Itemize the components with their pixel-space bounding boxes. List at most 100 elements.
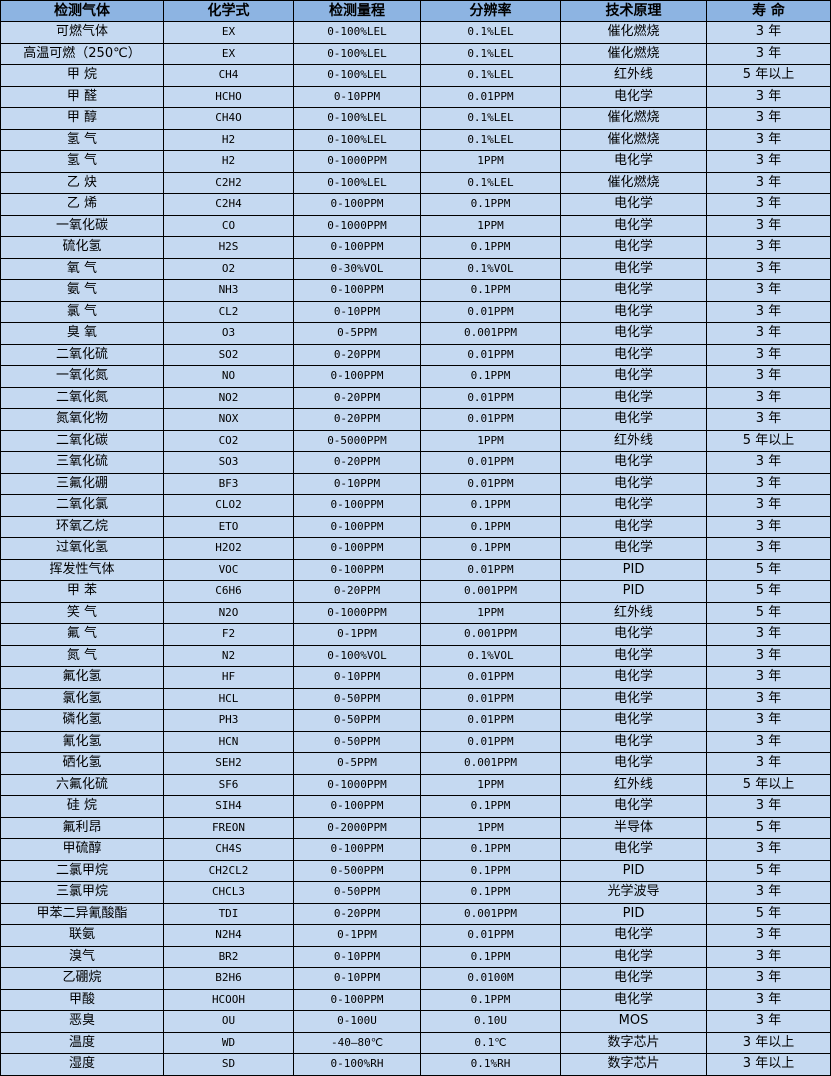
cell-formula: C6H6 (163, 580, 294, 603)
table-row: 二氧化氮 NO2 0-20PPM 0.01PPM 电化学 3 年 (0, 386, 831, 409)
cell-resolution: 0.01PPM (420, 924, 561, 947)
table-row: 甲 醇 CH4O 0-100%LEL 0.1%LEL 催化燃烧 3 年 (0, 107, 831, 130)
cell-resolution: 0.10U (420, 1010, 561, 1033)
table-row: 臭 氧 O3 0-5PPM 0.001PPM 电化学 3 年 (0, 322, 831, 345)
cell-range: 0-100%LEL (293, 128, 421, 151)
cell-gas-name: 氰化氢 (0, 730, 164, 753)
cell-gas-name: 三氟化硼 (0, 472, 164, 495)
table-row: 甲 烷 CH4 0-100%LEL 0.1%LEL 红外线 5 年以上 (0, 64, 831, 87)
cell-resolution: 1PPM (420, 601, 561, 624)
cell-gas-name: 磷化氢 (0, 709, 164, 732)
cell-gas-name: 甲酸 (0, 988, 164, 1011)
cell-gas-name: 乙硼烷 (0, 967, 164, 990)
cell-formula: NO2 (163, 386, 294, 409)
cell-principle: 电化学 (560, 365, 707, 388)
cell-range: 0-50PPM (293, 730, 421, 753)
cell-lifespan: 5 年以上 (706, 429, 831, 452)
cell-range: 0-500PPM (293, 859, 421, 882)
cell-gas-name: 硫化氢 (0, 236, 164, 259)
cell-formula: F2 (163, 623, 294, 646)
cell-formula: C2H4 (163, 193, 294, 216)
table-row: 六氟化硫 SF6 0-1000PPM 1PPM 红外线 5 年以上 (0, 773, 831, 796)
cell-range: 0-20PPM (293, 386, 421, 409)
cell-lifespan: 3 年 (706, 42, 831, 65)
cell-lifespan: 3 年 (706, 300, 831, 323)
table-row: 氢 气 H2 0-100%LEL 0.1%LEL 催化燃烧 3 年 (0, 128, 831, 151)
cell-principle: 电化学 (560, 451, 707, 474)
cell-formula: CO2 (163, 429, 294, 452)
cell-principle: 半导体 (560, 816, 707, 839)
cell-principle: PID (560, 580, 707, 603)
table-row: 氟化氢 HF 0-10PPM 0.01PPM 电化学 3 年 (0, 666, 831, 689)
cell-resolution: 0.1PPM (420, 988, 561, 1011)
cell-resolution: 0.01PPM (420, 472, 561, 495)
cell-resolution: 0.0100M (420, 967, 561, 990)
cell-resolution: 0.1%LEL (420, 107, 561, 130)
cell-range: 0-1000PPM (293, 773, 421, 796)
table-row: 可燃气体 EX 0-100%LEL 0.1%LEL 催化燃烧 3 年 (0, 21, 831, 44)
cell-principle: 电化学 (560, 623, 707, 646)
cell-range: 0-100U (293, 1010, 421, 1033)
cell-principle: 催化燃烧 (560, 128, 707, 151)
header-lifespan: 寿 命 (706, 0, 831, 22)
cell-range: 0-100PPM (293, 537, 421, 560)
cell-resolution: 0.1PPM (420, 537, 561, 560)
cell-principle: 电化学 (560, 752, 707, 775)
cell-principle: 电化学 (560, 924, 707, 947)
table-row: 笑 气 N2O 0-1000PPM 1PPM 红外线 5 年 (0, 601, 831, 624)
cell-range: 0-50PPM (293, 881, 421, 904)
cell-range: 0-100%LEL (293, 64, 421, 87)
table-row: 乙硼烷 B2H6 0-10PPM 0.0100M 电化学 3 年 (0, 967, 831, 990)
cell-range: 0-20PPM (293, 451, 421, 474)
table-row: 氢 气 H2 0-1000PPM 1PPM 电化学 3 年 (0, 150, 831, 173)
cell-gas-name: 氟利昂 (0, 816, 164, 839)
cell-formula: SO2 (163, 343, 294, 366)
cell-lifespan: 3 年 (706, 451, 831, 474)
cell-lifespan: 3 年 (706, 924, 831, 947)
cell-resolution: 0.01PPM (420, 386, 561, 409)
cell-lifespan: 3 年 (706, 386, 831, 409)
cell-principle: 催化燃烧 (560, 171, 707, 194)
cell-gas-name: 二氯甲烷 (0, 859, 164, 882)
cell-resolution: 0.01PPM (420, 666, 561, 689)
cell-gas-name: 甲苯二异氰酸酯 (0, 902, 164, 925)
cell-principle: 光学波导 (560, 881, 707, 904)
cell-range: 0-50PPM (293, 709, 421, 732)
cell-lifespan: 3 年 (706, 881, 831, 904)
cell-range: 0-10PPM (293, 666, 421, 689)
cell-formula: FREON (163, 816, 294, 839)
cell-formula: CH4O (163, 107, 294, 130)
cell-range: 0-100PPM (293, 365, 421, 388)
cell-principle: 电化学 (560, 322, 707, 345)
cell-principle: 电化学 (560, 515, 707, 538)
cell-range: 0-10PPM (293, 472, 421, 495)
cell-gas-name: 硅 烷 (0, 795, 164, 818)
cell-resolution: 0.01PPM (420, 730, 561, 753)
cell-resolution: 0.1PPM (420, 236, 561, 259)
cell-lifespan: 3 年 (706, 644, 831, 667)
cell-lifespan: 3 年 (706, 988, 831, 1011)
cell-resolution: 1PPM (420, 150, 561, 173)
cell-gas-name: 一氧化氮 (0, 365, 164, 388)
cell-gas-name: 甲 苯 (0, 580, 164, 603)
table-row: 乙 炔 C2H2 0-100%LEL 0.1%LEL 催化燃烧 3 年 (0, 171, 831, 194)
cell-range: 0-100PPM (293, 236, 421, 259)
cell-lifespan: 3 年 (706, 171, 831, 194)
cell-resolution: 0.01PPM (420, 709, 561, 732)
table-row: 二氯甲烷 CH2CL2 0-500PPM 0.1PPM PID 5 年 (0, 859, 831, 882)
cell-resolution: 0.1PPM (420, 859, 561, 882)
cell-formula: CH4S (163, 838, 294, 861)
cell-lifespan: 3 年 (706, 214, 831, 237)
cell-gas-name: 氟 气 (0, 623, 164, 646)
cell-range: 0-30%VOL (293, 257, 421, 280)
cell-formula: H2S (163, 236, 294, 259)
table-row: 一氧化氮 NO 0-100PPM 0.1PPM 电化学 3 年 (0, 365, 831, 388)
cell-principle: 电化学 (560, 537, 707, 560)
cell-formula: O3 (163, 322, 294, 345)
cell-formula: HCOOH (163, 988, 294, 1011)
cell-principle: PID (560, 859, 707, 882)
cell-lifespan: 3 年 (706, 85, 831, 108)
cell-principle: 电化学 (560, 730, 707, 753)
cell-formula: SO3 (163, 451, 294, 474)
cell-formula: H2 (163, 128, 294, 151)
